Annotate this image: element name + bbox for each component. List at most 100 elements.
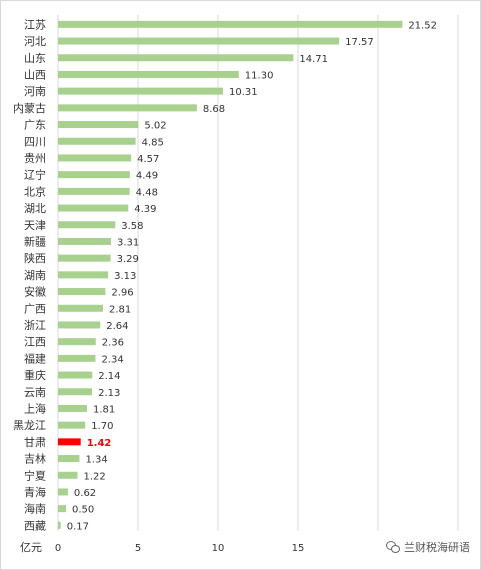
bar-20	[58, 354, 96, 362]
value-label-23: 1.81	[93, 404, 115, 415]
bar-21	[58, 371, 93, 379]
bar-layer	[58, 20, 403, 529]
value-label-0: 21.52	[408, 20, 437, 31]
category-label-19: 江西	[24, 336, 46, 349]
bar-1	[58, 37, 340, 45]
value-label-20: 2.34	[101, 354, 123, 365]
bar-25	[58, 438, 81, 446]
category-label-7: 四川	[24, 135, 46, 148]
category-label-9: 辽宁	[24, 168, 46, 182]
value-label-5: 8.68	[203, 104, 225, 115]
category-label-12: 天津	[24, 219, 46, 232]
category-label-16: 安徽	[24, 285, 46, 299]
bar-23	[58, 404, 87, 412]
watermark-text: 兰财税海研语	[404, 541, 470, 554]
value-label-28: 0.62	[74, 488, 96, 499]
bar-0	[58, 20, 403, 28]
bar-4	[58, 87, 223, 95]
value-label-9: 4.49	[136, 171, 158, 182]
bar-27	[58, 471, 78, 479]
value-label-1: 17.57	[345, 37, 374, 48]
bar-13	[58, 237, 111, 245]
value-label-29: 0.50	[72, 505, 94, 516]
x-tick-label-3: 15	[292, 543, 305, 554]
category-label-23: 上海	[24, 401, 46, 415]
category-label-10: 北京	[24, 184, 46, 198]
category-label-8: 贵州	[24, 152, 46, 165]
bar-3	[58, 70, 239, 78]
bar-11	[58, 204, 129, 212]
value-label-3: 11.30	[245, 70, 274, 81]
bar-28	[58, 488, 68, 496]
category-label-30: 西藏	[24, 519, 46, 532]
label-layer: 江苏 21.52 河北 17.57 山东 14.71 山西 11.30 河南 10.31 内蒙古 8.…	[13, 18, 437, 532]
category-label-4: 河南	[24, 85, 46, 98]
x-tick-label-1: 5	[135, 543, 141, 554]
category-label-29: 海南	[24, 502, 46, 516]
bar-22	[58, 388, 93, 396]
category-label-21: 重庆	[24, 368, 46, 382]
category-label-17: 广西	[24, 302, 46, 315]
bar-19	[58, 338, 96, 346]
bar-16	[58, 288, 106, 296]
bar-26	[58, 455, 80, 463]
bar-2	[58, 54, 294, 62]
category-label-5: 内蒙古	[13, 101, 46, 115]
value-label-26: 1.34	[85, 455, 107, 466]
unit-label: 亿元	[20, 541, 42, 554]
category-label-22: 云南	[24, 386, 46, 399]
value-label-21: 2.14	[98, 371, 120, 382]
value-label-17: 2.81	[109, 304, 131, 315]
category-label-26: 吉林	[24, 452, 46, 466]
category-label-15: 湖南	[24, 269, 46, 282]
bar-15	[58, 271, 109, 279]
category-label-24: 黑龙江	[13, 419, 46, 432]
value-label-16: 2.96	[111, 288, 133, 299]
bar-29	[58, 505, 66, 513]
value-label-24: 1.70	[91, 421, 113, 432]
bar-10	[58, 187, 130, 195]
x-tick-label-0: 0	[55, 543, 61, 554]
category-label-0: 江苏	[24, 18, 46, 31]
value-label-14: 3.29	[117, 254, 139, 265]
bar-24	[58, 421, 86, 429]
value-label-18: 2.64	[106, 321, 128, 332]
category-label-3: 山西	[24, 68, 46, 81]
value-label-25: 1.42	[87, 438, 112, 449]
value-label-27: 1.22	[84, 471, 106, 482]
value-label-6: 5.02	[144, 121, 166, 132]
bar-9	[58, 171, 130, 179]
value-label-10: 4.48	[136, 187, 158, 198]
axis-layer: 亿元 0 5 10 15	[20, 541, 304, 554]
category-label-18: 浙江	[24, 319, 46, 332]
bar-14	[58, 254, 111, 262]
category-label-25: 甘肃	[24, 436, 46, 449]
category-label-1: 河北	[24, 35, 46, 48]
value-label-22: 2.13	[98, 388, 120, 399]
value-label-30: 0.17	[67, 521, 89, 532]
bar-5	[58, 104, 197, 112]
value-label-8: 4.57	[137, 154, 159, 165]
value-label-15: 3.13	[114, 271, 136, 282]
value-label-13: 3.31	[117, 237, 139, 248]
bar-6	[58, 121, 139, 129]
value-label-19: 2.36	[102, 338, 124, 349]
bar-12	[58, 221, 116, 229]
category-label-14: 陕西	[24, 251, 46, 265]
category-label-13: 新疆	[24, 234, 46, 248]
bar-17	[58, 304, 103, 312]
category-label-6: 广东	[24, 119, 46, 132]
bar-8	[58, 154, 132, 162]
category-label-28: 青海	[24, 485, 46, 499]
category-label-2: 山东	[24, 52, 46, 65]
category-label-27: 宁夏	[24, 468, 46, 482]
category-label-11: 湖北	[24, 202, 46, 215]
category-label-20: 福建	[24, 351, 46, 365]
value-label-7: 4.85	[142, 137, 164, 148]
value-label-11: 4.39	[134, 204, 156, 215]
watermark: 兰财税海研语	[386, 539, 470, 555]
bar-18	[58, 321, 101, 329]
x-tick-label-2: 10	[212, 543, 225, 554]
